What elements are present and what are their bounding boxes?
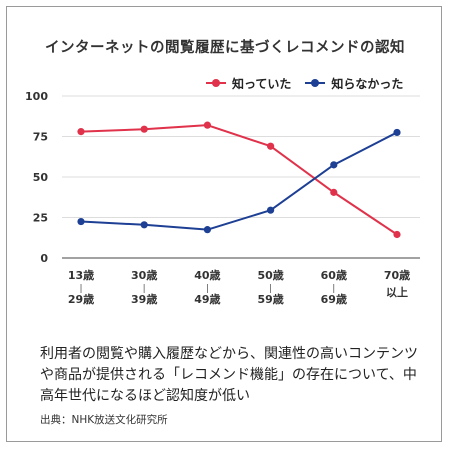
data-point-known bbox=[267, 142, 275, 150]
data-point-unknown bbox=[77, 217, 85, 226]
data-point-known bbox=[77, 128, 85, 136]
x-tick-label: 49歳 bbox=[194, 292, 220, 306]
chart-title: インターネットの閲覧履歴に基づくレコメンドの認知 bbox=[45, 40, 405, 56]
x-tick-label: 13歳 bbox=[68, 268, 94, 282]
x-tick-label: 60歳 bbox=[321, 268, 347, 282]
data-point-unknown bbox=[203, 226, 211, 234]
x-tick-separator: | bbox=[332, 284, 335, 294]
legend-label-known: 知っていた bbox=[232, 76, 292, 91]
x-tick-label: 30歳 bbox=[131, 268, 157, 282]
x-tick-label: 50歳 bbox=[257, 268, 283, 282]
caption: 利用者の閲覧や購入履歴などから、関連性の高いコンテンツや商品が提供される「レコメ… bbox=[40, 346, 418, 404]
x-tick-separator: | bbox=[269, 284, 272, 294]
y-tick-label: 0 bbox=[40, 252, 48, 265]
y-tick-label: 75 bbox=[33, 131, 48, 144]
legend-item-unknown: 知らなかった bbox=[305, 75, 403, 92]
y-tick-label: 100 bbox=[25, 90, 48, 103]
y-tick-label: 25 bbox=[33, 212, 48, 225]
data-point-unknown bbox=[267, 206, 275, 214]
x-tick-label: 39歳 bbox=[131, 292, 157, 306]
source-note: 出典：NHK放送文化研究所 bbox=[40, 414, 168, 426]
data-point-unknown bbox=[330, 161, 338, 169]
legend-marker-unknown bbox=[305, 79, 326, 87]
x-tick-separator: | bbox=[79, 284, 82, 294]
legend-marker-known bbox=[206, 79, 226, 87]
data-point-known bbox=[393, 230, 401, 239]
legend-item-known: 知っていた bbox=[206, 75, 291, 92]
data-point-unknown bbox=[140, 221, 148, 229]
data-point-known bbox=[140, 125, 148, 133]
data-point-known bbox=[203, 121, 211, 129]
series-line-known bbox=[80, 124, 398, 236]
data-point-unknown bbox=[393, 128, 401, 137]
x-tick-label: 40歳 bbox=[194, 268, 220, 282]
x-tick-separator: | bbox=[143, 284, 146, 294]
data-point-known bbox=[330, 188, 338, 196]
x-tick-label: 70歳 bbox=[384, 268, 410, 282]
y-tick-label: 50 bbox=[33, 171, 49, 184]
x-tick-label: 29歳 bbox=[68, 292, 94, 306]
legend: 知っていた 知らなかった bbox=[206, 75, 403, 92]
x-tick-separator: | bbox=[206, 284, 209, 294]
series-line-unknown bbox=[80, 131, 398, 231]
x-tick-label: 以上 bbox=[386, 285, 408, 299]
x-tick-label: 69歳 bbox=[321, 292, 347, 306]
x-tick-label: 59歳 bbox=[257, 292, 283, 306]
legend-label-unknown: 知らなかった bbox=[331, 76, 404, 91]
